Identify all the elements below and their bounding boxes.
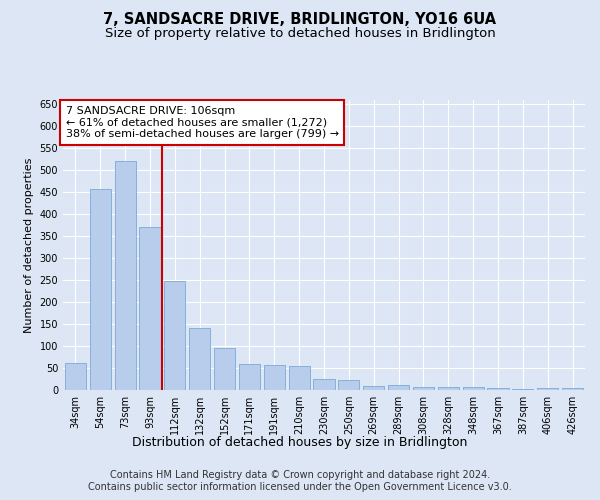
Bar (512, 388, 533, 390)
Bar (115, 160, 136, 390)
Bar (264, 365, 285, 390)
Text: Contains public sector information licensed under the Open Government Licence v3: Contains public sector information licen… (88, 482, 512, 492)
Bar (139, 228, 161, 390)
Text: 7, SANDSACRE DRIVE, BRIDLINGTON, YO16 6UA: 7, SANDSACRE DRIVE, BRIDLINGTON, YO16 6U… (103, 12, 497, 28)
Bar (388, 384, 409, 390)
Bar (413, 387, 434, 390)
Bar (164, 281, 185, 390)
Bar (239, 364, 260, 390)
Bar (313, 379, 335, 390)
Text: Distribution of detached houses by size in Bridlington: Distribution of detached houses by size … (133, 436, 467, 449)
Bar (487, 388, 509, 390)
Y-axis label: Number of detached properties: Number of detached properties (24, 158, 34, 332)
Bar (214, 348, 235, 390)
Bar (537, 388, 558, 390)
Bar (65, 363, 86, 390)
Bar (438, 388, 459, 390)
Text: 7 SANDSACRE DRIVE: 106sqm
← 61% of detached houses are smaller (1,272)
38% of se: 7 SANDSACRE DRIVE: 106sqm ← 61% of detac… (65, 106, 339, 139)
Bar (562, 388, 583, 390)
Bar (463, 387, 484, 390)
Bar (189, 328, 210, 390)
Bar (338, 380, 359, 390)
Text: Contains HM Land Registry data © Crown copyright and database right 2024.: Contains HM Land Registry data © Crown c… (110, 470, 490, 480)
Bar (363, 386, 384, 390)
Bar (90, 189, 111, 390)
Text: Size of property relative to detached houses in Bridlington: Size of property relative to detached ho… (104, 28, 496, 40)
Bar (289, 366, 310, 390)
